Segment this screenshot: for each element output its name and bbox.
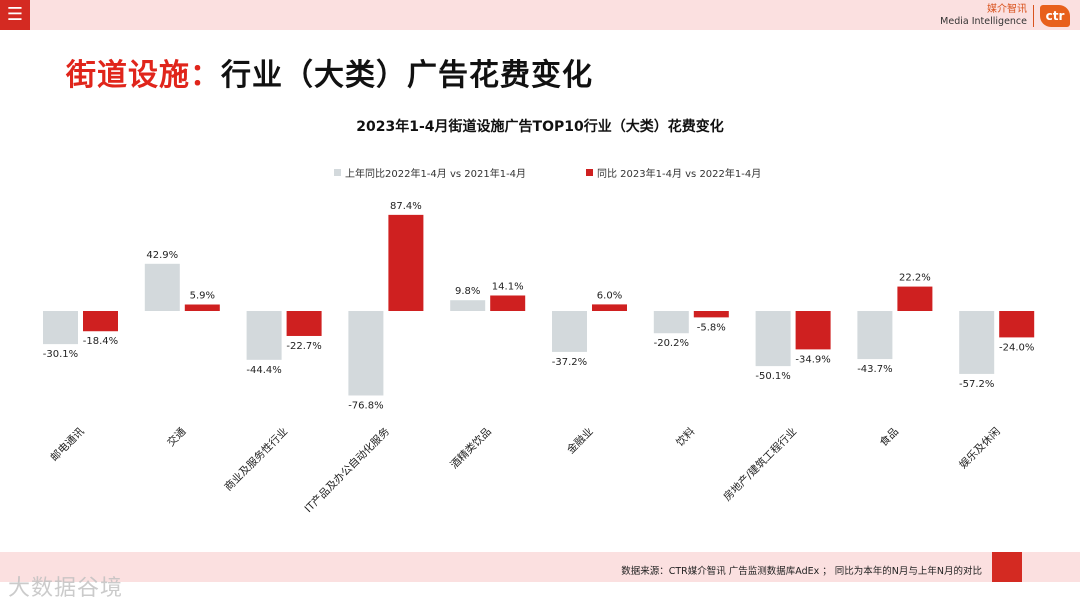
page-title-rest: 行业（大类）广告花费变化 xyxy=(221,58,593,93)
bar xyxy=(286,311,322,336)
data-label: -43.7% xyxy=(857,364,892,375)
category-label: 金融业 xyxy=(564,425,595,456)
bar xyxy=(693,311,729,318)
category-label: 商业及服务性行业 xyxy=(222,425,291,494)
data-label: 14.1% xyxy=(492,281,524,292)
data-label: -44.4% xyxy=(246,365,281,376)
bar xyxy=(999,311,1035,338)
footer-accent-block xyxy=(992,552,1022,582)
data-label: -18.4% xyxy=(83,336,118,347)
ctr-logo: 媒介智讯 Media Intelligence ctr xyxy=(940,3,1070,29)
data-label: 87.4% xyxy=(390,201,422,212)
data-label: -50.1% xyxy=(755,371,790,382)
logo-divider xyxy=(1033,5,1034,27)
category-label: 邮电通讯 xyxy=(48,425,87,464)
bar xyxy=(755,311,791,367)
data-label: 6.0% xyxy=(597,290,622,301)
logo-en-text: Media Intelligence xyxy=(940,16,1027,27)
data-label: -30.1% xyxy=(43,349,78,360)
data-label: -5.8% xyxy=(697,322,726,333)
bar xyxy=(43,311,78,345)
bar xyxy=(83,311,118,332)
data-label: -22.7% xyxy=(286,341,321,352)
bar xyxy=(348,311,384,396)
data-label: -57.2% xyxy=(959,379,994,390)
menu-icon[interactable]: ☰ xyxy=(0,0,30,30)
data-label: 22.2% xyxy=(899,273,931,284)
ctr-logo-mark: ctr xyxy=(1040,5,1070,27)
data-label: -76.8% xyxy=(348,400,383,411)
bar xyxy=(897,286,933,311)
legend-label: 上年同比2022年1-4月 vs 2021年1-4月 xyxy=(345,167,526,180)
legend-label: 同比 2023年1-4月 vs 2022年1-4月 xyxy=(597,167,761,180)
bar xyxy=(246,311,282,360)
bar xyxy=(857,311,893,360)
bar xyxy=(490,295,526,311)
data-label: 9.8% xyxy=(455,286,480,297)
bar xyxy=(592,304,627,311)
data-source-note: 数据来源：CTR媒介智讯 广告监测数据库AdEx ； 同比为本年的N月与上年N月… xyxy=(621,566,982,577)
bar-chart: 2023年1-4月街道设施广告TOP10行业（大类）花费变化上年同比2022年1… xyxy=(43,118,1035,516)
bar xyxy=(184,304,220,311)
category-label: 饮料 xyxy=(673,425,697,449)
data-label: -34.9% xyxy=(795,354,830,365)
category-label: 酒精类饮品 xyxy=(448,425,494,471)
footer-bar xyxy=(0,552,1080,582)
data-label: -37.2% xyxy=(552,357,587,368)
data-label: 42.9% xyxy=(146,250,178,261)
bar xyxy=(388,214,424,311)
legend-swatch xyxy=(586,169,593,176)
bar xyxy=(552,311,587,352)
page-title-accent: 街道设施： xyxy=(66,58,221,93)
category-label: 交通 xyxy=(164,425,188,449)
bar xyxy=(959,311,995,374)
bar xyxy=(450,300,486,311)
bar xyxy=(653,311,689,334)
bar xyxy=(795,311,831,350)
category-label: 房地产/建筑工程行业 xyxy=(721,425,800,504)
data-label: -20.2% xyxy=(654,338,689,349)
watermark: 大数据谷境 xyxy=(8,576,124,601)
top-bar xyxy=(0,0,1080,30)
logo-cn-text: 媒介智讯 xyxy=(987,4,1027,15)
category-label: IT产品及办公自动化服务 xyxy=(302,425,393,516)
bar xyxy=(144,263,180,311)
data-label: 5.9% xyxy=(190,291,215,302)
data-label: -24.0% xyxy=(999,342,1034,353)
page-title: 街道设施：行业（大类）广告花费变化 xyxy=(66,50,593,94)
chart-title: 2023年1-4月街道设施广告TOP10行业（大类）花费变化 xyxy=(356,118,723,135)
category-label: 娱乐及休闲 xyxy=(957,425,1003,471)
legend-swatch xyxy=(334,169,341,176)
category-label: 食品 xyxy=(877,425,901,449)
